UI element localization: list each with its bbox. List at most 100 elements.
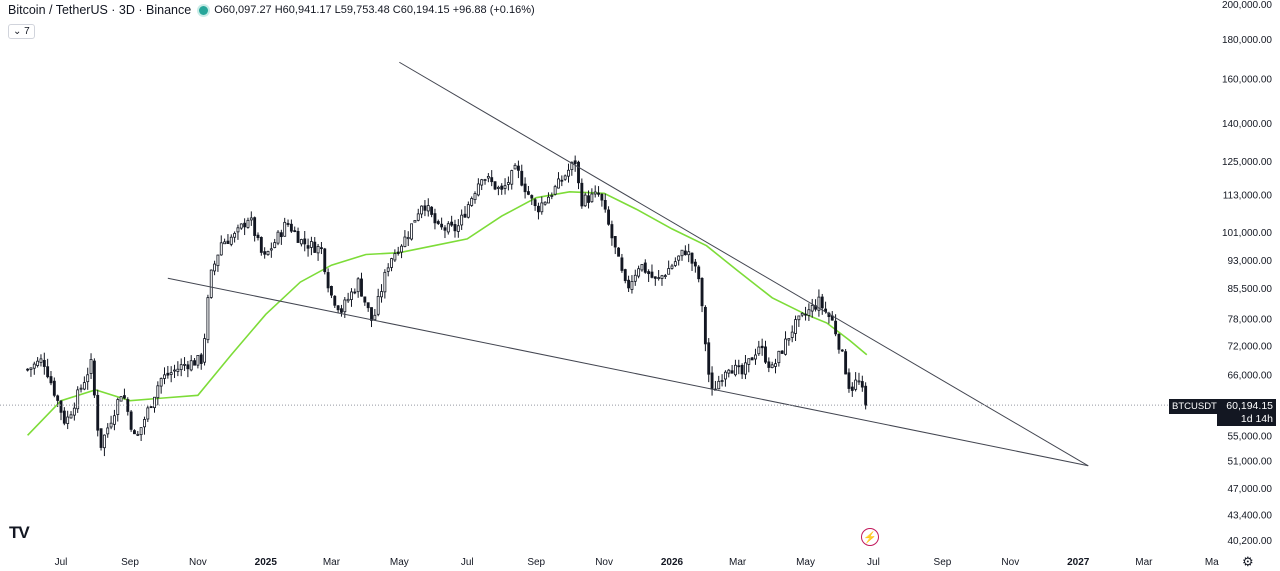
candle [770, 361, 774, 369]
candle-body [430, 206, 434, 215]
candle [506, 176, 510, 191]
candle [183, 357, 186, 371]
candle [59, 400, 63, 421]
candle [486, 173, 490, 183]
candle-body [286, 223, 290, 225]
candle [249, 211, 253, 226]
candle-body [216, 254, 220, 267]
tradingview-logo-icon[interactable]: TV [9, 523, 30, 542]
candle-body [36, 360, 40, 366]
price-axis[interactable]: 40,200.00 43,400.00 47,000.00 51,000.00 55,0… [0, 0, 1272, 547]
candle-body [670, 265, 674, 269]
candle [39, 354, 43, 367]
candle [126, 397, 130, 416]
candle [503, 178, 507, 195]
candle-body [223, 241, 227, 245]
upper-trendline[interactable] [399, 61, 1089, 467]
candle-body [680, 249, 684, 257]
candle-body [193, 360, 196, 366]
candle [593, 185, 597, 198]
candle [112, 409, 116, 431]
candle-body [456, 225, 460, 232]
candle-body [179, 364, 183, 370]
candle-body [610, 224, 614, 239]
candle [550, 192, 554, 200]
candle [319, 242, 323, 255]
candle-body [693, 261, 697, 267]
candle [456, 219, 460, 238]
candle [557, 172, 560, 189]
candle [233, 231, 237, 243]
candle-body [777, 350, 781, 364]
candle [500, 183, 504, 195]
candle [450, 215, 454, 227]
candle-body [139, 427, 143, 436]
candle [607, 206, 610, 226]
candle-body [253, 217, 257, 236]
candle-body [386, 267, 390, 272]
candle-body [69, 414, 73, 419]
candle-body [854, 379, 858, 390]
candle-body [817, 296, 821, 311]
candle [236, 224, 240, 240]
candle [740, 363, 744, 379]
time-tick-label: 2027 [1067, 557, 1090, 568]
candle-body [136, 433, 140, 436]
candle-body [450, 221, 454, 226]
candle [466, 201, 470, 219]
candle [286, 219, 290, 227]
candle-body [683, 250, 687, 256]
candle-body [163, 374, 166, 379]
indicator-toggle[interactable]: ⌄ 7 [8, 24, 35, 39]
candle [313, 237, 317, 253]
candle [533, 198, 537, 211]
flash-icon[interactable]: ⚡ [861, 528, 879, 546]
candle-body [363, 296, 367, 303]
symbol-price-label: BTCUSDT [1169, 399, 1220, 414]
candle-body [196, 355, 200, 366]
candle-body [423, 205, 427, 211]
candle-body [159, 378, 163, 387]
candle-body [730, 370, 734, 374]
price-tick-label: 160,000.00 [1222, 75, 1272, 86]
candle-body [600, 193, 604, 201]
candle-body [376, 296, 380, 315]
symbol-title[interactable]: Bitcoin / TetherUS · 3D · Binance [8, 3, 192, 17]
time-axis[interactable]: Jul Sep Nov 2025 Mar May Jul Sep Nov 2026 Mar May Ju… [55, 557, 1220, 568]
candle [89, 353, 93, 379]
candle [480, 178, 484, 191]
gear-icon[interactable]: ⚙ [1242, 554, 1254, 569]
moving-average-line [27, 190, 868, 436]
last-price-badge: 60,194.15 1d 14h [1217, 399, 1276, 426]
candle [804, 306, 807, 321]
candle [623, 268, 627, 284]
trendlines-layer[interactable] [167, 61, 1089, 467]
candle-body [653, 276, 657, 279]
candle [677, 255, 681, 266]
candle [123, 388, 126, 400]
candle-body [62, 410, 66, 424]
candle-body [520, 170, 524, 186]
candle-body [563, 175, 567, 180]
price-tick-label: 113,000.00 [1223, 191, 1273, 202]
candle [116, 397, 120, 422]
candle-body [850, 386, 854, 391]
candle [640, 264, 644, 272]
candle [396, 246, 400, 256]
candle [216, 254, 220, 272]
candle [530, 194, 534, 205]
candle [543, 201, 547, 206]
candle [246, 217, 250, 229]
candle-body [89, 359, 93, 374]
candle-body [607, 209, 610, 225]
lower-trendline[interactable] [167, 277, 1089, 467]
candle [173, 364, 176, 379]
candle-body [406, 236, 410, 240]
candle [794, 315, 797, 342]
candle [386, 263, 390, 277]
candle [693, 258, 697, 273]
candle-body [213, 263, 217, 272]
last-price: 60,194.15 [1226, 400, 1273, 412]
candle-body [760, 345, 764, 349]
